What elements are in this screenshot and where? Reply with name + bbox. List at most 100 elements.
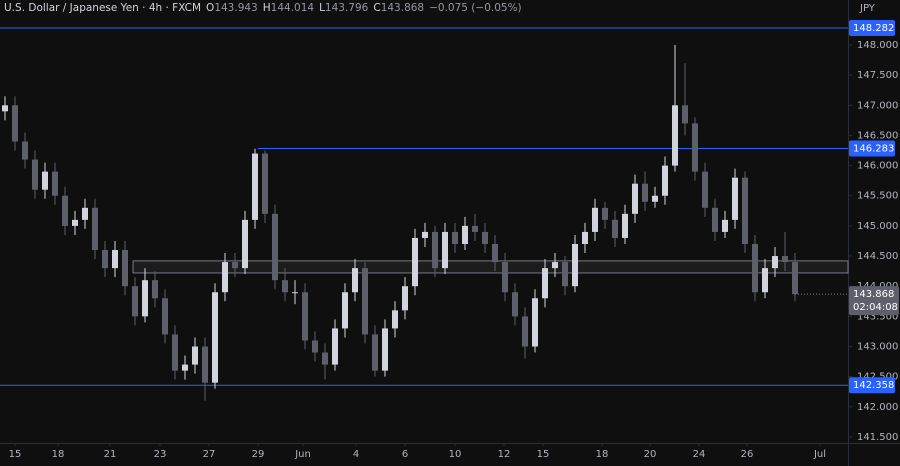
y-tick-label: 146.500 xyxy=(857,130,898,141)
ohlc-key: O xyxy=(206,2,214,14)
ohlc-key: H xyxy=(263,2,271,14)
candle-body xyxy=(612,219,618,238)
candle-body xyxy=(632,183,638,214)
candle-body xyxy=(132,286,138,317)
candle-body xyxy=(502,262,508,293)
candle-body xyxy=(142,280,148,317)
ohlc-value: 143.796 xyxy=(325,2,369,14)
candle-body xyxy=(202,346,208,383)
candle-body xyxy=(22,141,28,160)
level-label-bg xyxy=(849,140,895,157)
candle-body xyxy=(52,171,58,196)
candle-body xyxy=(472,225,478,232)
candle-body xyxy=(372,334,378,371)
candle-body xyxy=(512,292,518,317)
candle-body xyxy=(152,280,158,299)
candle-body xyxy=(782,256,788,263)
candle-body xyxy=(232,262,238,269)
candle-body xyxy=(702,171,708,208)
y-tick-label: 142.000 xyxy=(857,402,898,413)
last-price-bg xyxy=(849,286,899,316)
candle-body xyxy=(762,268,768,293)
candle-body xyxy=(72,219,78,226)
candle-body xyxy=(342,292,348,329)
candle-body xyxy=(532,298,538,347)
candle-body xyxy=(262,153,268,214)
candle-body xyxy=(192,346,198,365)
x-tick-label: 18 xyxy=(52,449,65,460)
y-tick-label: 147.000 xyxy=(857,100,898,111)
candle-body xyxy=(362,268,368,335)
candle-body xyxy=(92,207,98,251)
candle-body xyxy=(182,364,188,371)
y-tick-label: 148.000 xyxy=(857,40,898,51)
candle-body xyxy=(562,262,568,287)
candle-body xyxy=(242,219,248,269)
candle-body xyxy=(422,231,428,238)
ohlc-key: L xyxy=(319,2,325,14)
candle-body xyxy=(282,280,288,293)
candle-body xyxy=(492,243,498,263)
x-tick-label: 15 xyxy=(537,449,550,460)
ohlc-value: −0.075 (−0.05%) xyxy=(429,2,522,14)
x-tick-label: 12 xyxy=(498,449,511,460)
x-tick-label: 18 xyxy=(596,449,609,460)
currency: JPY xyxy=(859,3,876,14)
candle-body xyxy=(252,153,258,220)
candle-body xyxy=(2,105,8,112)
candle-body xyxy=(42,171,48,190)
candle-body xyxy=(122,250,128,287)
candle-body xyxy=(112,250,118,269)
candle-body xyxy=(412,237,418,287)
candle-body xyxy=(652,195,658,202)
candle-body xyxy=(172,334,178,371)
candle-body xyxy=(622,213,628,238)
ohlc-value: 143.943 xyxy=(214,2,257,14)
y-tick-label: 144.500 xyxy=(857,251,898,262)
header: U.S. Dollar / Japanese Yen · 4h · FXCM O1… xyxy=(4,2,522,14)
candle-body xyxy=(102,250,108,269)
level-label-bg xyxy=(849,377,895,394)
candle-body xyxy=(462,225,468,244)
candle-body xyxy=(292,292,298,294)
y-tick-label: 142.500 xyxy=(857,372,898,383)
candle-body xyxy=(692,123,698,172)
candle-body xyxy=(482,231,488,244)
candle-body xyxy=(772,256,778,269)
ohlc-key: C xyxy=(373,2,380,14)
level-label: 142.358 xyxy=(853,380,894,391)
candle-body xyxy=(642,183,648,202)
candle-body xyxy=(682,105,688,124)
x-tick-label: Jul xyxy=(813,449,826,460)
candle-body xyxy=(792,262,798,295)
candle-body xyxy=(452,231,458,244)
candle-body xyxy=(302,292,308,341)
candle-body xyxy=(662,165,668,196)
level-label: 148.282 xyxy=(853,23,894,34)
zone xyxy=(132,260,849,274)
candle-body xyxy=(722,219,728,232)
x-tick-label: 4 xyxy=(353,449,359,460)
candle-body xyxy=(572,243,578,287)
y-tick-label: 145.500 xyxy=(857,191,898,202)
title-text: U.S. Dollar / Japanese Yen · 4h · FXCM xyxy=(4,2,201,14)
candle-body xyxy=(582,231,588,244)
candle-body xyxy=(212,292,218,383)
x-tick-label: 15 xyxy=(9,449,22,460)
candle-body xyxy=(322,352,328,365)
candle-body xyxy=(442,231,448,269)
y-tick-label: 146.000 xyxy=(857,161,898,172)
ohlc-value: 144.014 xyxy=(271,2,315,14)
candle-body xyxy=(352,268,358,293)
candle-body xyxy=(162,298,168,335)
x-tick-label: 6 xyxy=(402,449,408,460)
y-tick-label: 145.000 xyxy=(857,221,898,232)
candle-body xyxy=(332,328,338,365)
candle-body xyxy=(62,195,68,226)
candle-body xyxy=(272,213,278,281)
x-tick-label: 10 xyxy=(449,449,462,460)
candle-body xyxy=(392,310,398,329)
y-tick-label: 143.000 xyxy=(857,342,898,353)
